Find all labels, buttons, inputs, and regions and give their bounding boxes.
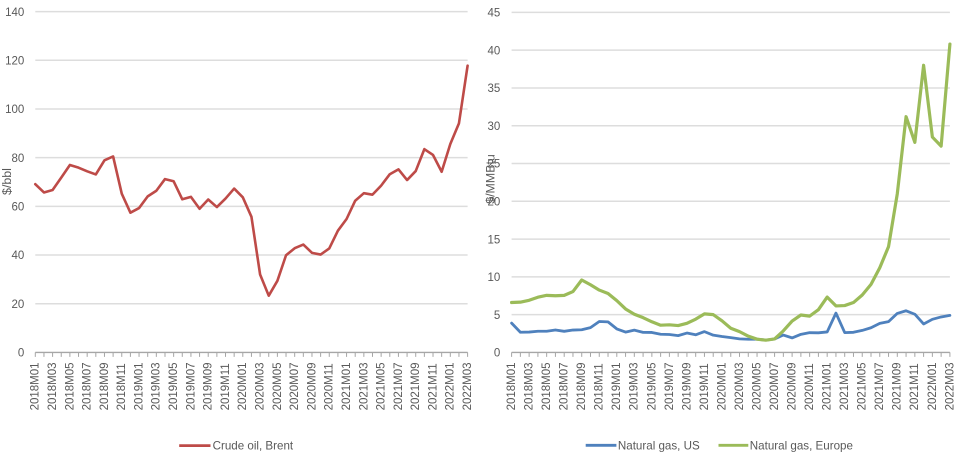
svg-text:2018M09: 2018M09 bbox=[576, 362, 588, 410]
svg-text:2021M09: 2021M09 bbox=[892, 362, 904, 410]
svg-text:40: 40 bbox=[12, 250, 25, 262]
svg-text:2020M11: 2020M11 bbox=[324, 363, 336, 410]
svg-text:2021M03: 2021M03 bbox=[839, 362, 851, 410]
svg-text:2020M07: 2020M07 bbox=[289, 362, 301, 410]
svg-text:2018M11: 2018M11 bbox=[116, 363, 128, 410]
svg-text:2018M01: 2018M01 bbox=[506, 362, 518, 410]
svg-text:2019M07: 2019M07 bbox=[185, 362, 197, 410]
svg-text:80: 80 bbox=[12, 153, 25, 165]
svg-text:0: 0 bbox=[18, 348, 24, 360]
svg-text:15: 15 bbox=[488, 234, 501, 246]
svg-text:45: 45 bbox=[488, 8, 501, 20]
svg-text:2021M01: 2021M01 bbox=[822, 362, 834, 410]
svg-text:2019M09: 2019M09 bbox=[203, 362, 215, 410]
svg-text:2020M01: 2020M01 bbox=[237, 362, 249, 410]
svg-text:$/MMBtu: $/MMBtu bbox=[484, 154, 498, 204]
svg-text:2019M01: 2019M01 bbox=[611, 362, 623, 410]
svg-text:Natural gas, Europe: Natural gas, Europe bbox=[750, 440, 853, 453]
svg-text:2019M05: 2019M05 bbox=[646, 362, 658, 410]
svg-text:2019M03: 2019M03 bbox=[629, 362, 641, 410]
svg-text:2019M11: 2019M11 bbox=[220, 363, 232, 410]
svg-text:2018M03: 2018M03 bbox=[524, 362, 536, 410]
svg-text:2018M01: 2018M01 bbox=[30, 362, 42, 410]
svg-text:2021M11: 2021M11 bbox=[427, 363, 439, 410]
svg-text:2019M11: 2019M11 bbox=[699, 363, 711, 410]
svg-text:2018M03: 2018M03 bbox=[47, 362, 59, 410]
svg-text:Crude oil, Brent: Crude oil, Brent bbox=[213, 440, 294, 453]
svg-text:2021M07: 2021M07 bbox=[874, 362, 886, 410]
svg-text:2020M05: 2020M05 bbox=[272, 362, 284, 410]
svg-text:60: 60 bbox=[12, 202, 25, 214]
svg-text:30: 30 bbox=[488, 121, 501, 133]
svg-text:2022M01: 2022M01 bbox=[927, 362, 939, 410]
svg-text:2021M11: 2021M11 bbox=[909, 363, 921, 410]
svg-text:2021M05: 2021M05 bbox=[857, 362, 869, 410]
svg-text:2021M03: 2021M03 bbox=[358, 362, 370, 410]
svg-text:2022M01: 2022M01 bbox=[445, 362, 457, 410]
svg-text:2018M07: 2018M07 bbox=[559, 362, 571, 410]
svg-text:2018M05: 2018M05 bbox=[64, 362, 76, 410]
svg-text:2020M07: 2020M07 bbox=[769, 362, 781, 410]
svg-text:2018M07: 2018M07 bbox=[82, 362, 94, 410]
svg-text:2018M11: 2018M11 bbox=[594, 363, 606, 410]
svg-text:100: 100 bbox=[5, 104, 24, 116]
svg-text:40: 40 bbox=[488, 45, 501, 57]
svg-text:2021M07: 2021M07 bbox=[393, 362, 405, 410]
svg-text:0: 0 bbox=[494, 348, 500, 360]
svg-text:2019M09: 2019M09 bbox=[681, 362, 693, 410]
svg-text:2020M01: 2020M01 bbox=[716, 362, 728, 410]
svg-text:5: 5 bbox=[494, 310, 500, 322]
svg-text:2019M07: 2019M07 bbox=[664, 362, 676, 410]
svg-text:2020M05: 2020M05 bbox=[751, 362, 763, 410]
svg-text:2021M05: 2021M05 bbox=[376, 362, 388, 410]
svg-text:140: 140 bbox=[5, 7, 24, 19]
svg-text:35: 35 bbox=[488, 83, 501, 95]
svg-text:2020M03: 2020M03 bbox=[734, 362, 746, 410]
svg-text:2019M03: 2019M03 bbox=[151, 362, 163, 410]
svg-text:2020M09: 2020M09 bbox=[306, 362, 318, 410]
svg-text:20: 20 bbox=[12, 299, 25, 311]
svg-text:20: 20 bbox=[488, 196, 501, 208]
svg-text:2022M03: 2022M03 bbox=[462, 362, 474, 410]
svg-text:Natural gas, US: Natural gas, US bbox=[618, 440, 700, 453]
svg-text:2018M09: 2018M09 bbox=[99, 362, 111, 410]
svg-text:2020M03: 2020M03 bbox=[255, 362, 267, 410]
svg-text:2022M03: 2022M03 bbox=[944, 362, 956, 410]
svg-text:2021M09: 2021M09 bbox=[410, 362, 422, 410]
svg-text:2019M01: 2019M01 bbox=[133, 362, 145, 410]
svg-text:25: 25 bbox=[488, 159, 501, 171]
svg-text:2020M09: 2020M09 bbox=[787, 362, 799, 410]
svg-text:2021M01: 2021M01 bbox=[341, 362, 353, 410]
svg-text:2020M11: 2020M11 bbox=[804, 363, 816, 410]
svg-text:2018M05: 2018M05 bbox=[541, 362, 553, 410]
svg-text:$/bbl: $/bbl bbox=[0, 168, 14, 195]
svg-text:2019M05: 2019M05 bbox=[168, 362, 180, 410]
svg-text:10: 10 bbox=[488, 272, 501, 284]
svg-text:120: 120 bbox=[5, 55, 24, 67]
